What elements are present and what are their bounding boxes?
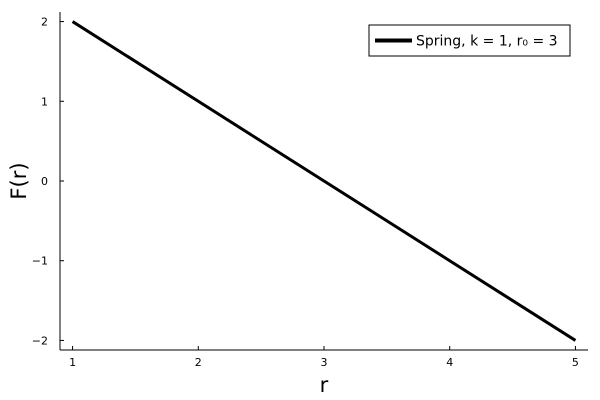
x-tick-label: 4 xyxy=(446,356,453,369)
legend: Spring, k = 1, r₀ = 3 xyxy=(368,24,571,57)
x-tick-label: 2 xyxy=(195,356,202,369)
series-layer xyxy=(71,20,577,342)
y-axis-title: F(r) xyxy=(7,162,31,199)
y-tick-label: 1 xyxy=(41,95,48,108)
x-tick-label: 3 xyxy=(321,356,328,369)
x-axis-ticks: 1 2 3 4 5 xyxy=(69,346,579,369)
y-tick-label: −1 xyxy=(32,255,48,268)
y-tick-label: −2 xyxy=(32,334,48,347)
y-tick-label: 2 xyxy=(41,16,48,29)
x-tick-label: 5 xyxy=(572,356,579,369)
series-line-spring xyxy=(71,20,577,342)
legend-label-spring: Spring, k = 1, r₀ = 3 xyxy=(416,34,558,50)
y-tick-label: 0 xyxy=(41,175,48,188)
y-axis-ticks: −2 −1 0 1 2 xyxy=(32,16,64,347)
x-tick-label: 1 xyxy=(69,356,76,369)
x-axis-title: r xyxy=(320,373,329,397)
